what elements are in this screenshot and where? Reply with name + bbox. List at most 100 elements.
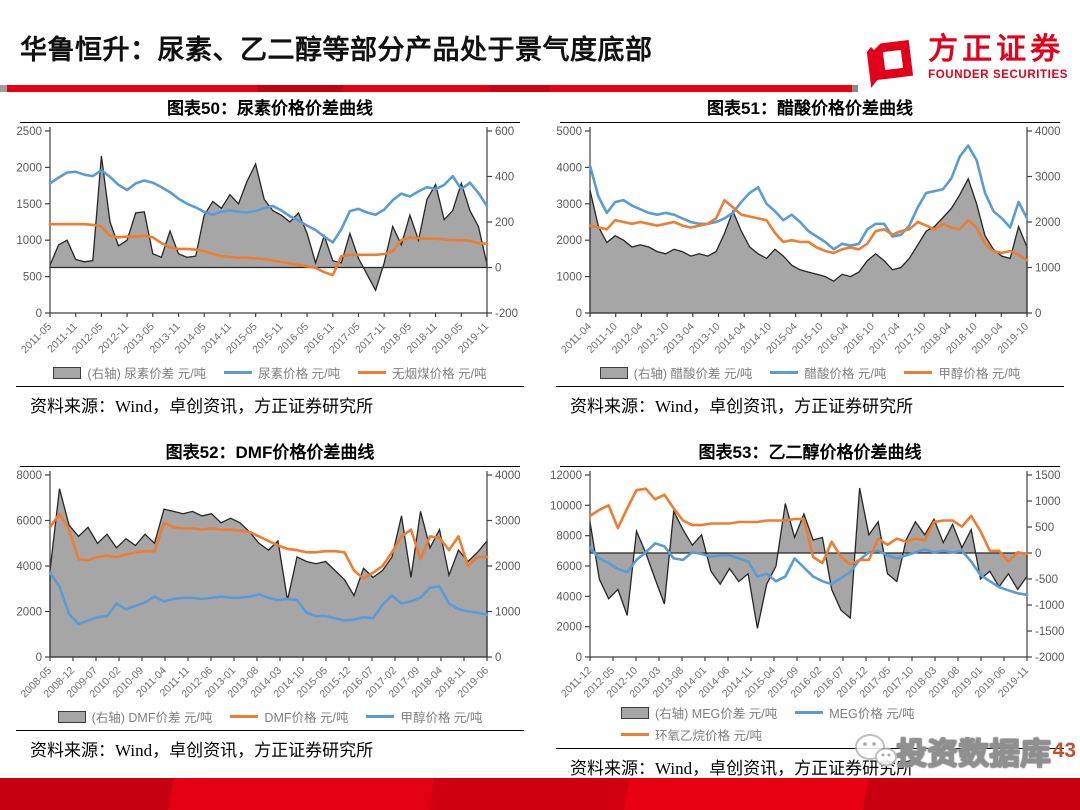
dmf-price-spread-chart: 80006000400020000400030002000100002008-0… (16, 470, 521, 700)
y-tick-label-right: 1000 (1035, 496, 1061, 508)
y-tick-label-right: 4000 (1035, 126, 1061, 138)
area-series (589, 177, 1028, 314)
y-tick-label-left: 6000 (556, 561, 582, 573)
wechat-icon (854, 734, 897, 767)
area-legend-marker (53, 366, 82, 379)
y-tick-label-right: 1000 (1035, 263, 1061, 275)
y-tick-label-left: 0 (576, 652, 582, 664)
legend-label: 无烟煤价格 元/吨 (392, 367, 487, 381)
area-legend-marker (57, 710, 86, 723)
title-rule (560, 466, 1060, 467)
line-series (48, 222, 489, 277)
page-title: 华鲁恒升：尿素、乙二醇等部分产品处于景气度底部 (20, 35, 653, 65)
y-tick-label-left: 5000 (556, 126, 582, 138)
line-series (588, 487, 1029, 566)
y-tick-label-right: 500 (1035, 522, 1054, 534)
area-legend-marker (621, 706, 649, 719)
y-tick-label-right: -1000 (1035, 600, 1064, 612)
legend-label: MEG价格 元/吨 (829, 707, 915, 721)
line-series (48, 512, 489, 580)
watermark: 投资数据库 43 (854, 733, 1078, 772)
y-tick-label-left: 4000 (16, 561, 42, 573)
chart-legend: (右轴) 尿素价差 元/吨 尿素价格 元/吨 无烟煤价格 元/吨 (0, 363, 540, 382)
chart-legend: (右轴) DMF价差 元/吨 DMF价格 元/吨 甲醇价格 元/吨 (0, 707, 540, 726)
y-tick-label-right: 400 (495, 172, 514, 184)
y-tick-label-left: 6000 (16, 516, 42, 528)
meg-price-spread-chart: 12000 10000 8000 6000 4000 2000 0 1500 1000 500 0 -… (550, 470, 1064, 700)
area-series (49, 155, 488, 292)
line-legend-marker (358, 371, 387, 374)
logo-mark-icon (866, 30, 914, 88)
y-tick-label-right: -2000 (1035, 652, 1064, 664)
line-legend-marker (224, 371, 253, 374)
legend-item: 甲醇价格 元/吨 (366, 707, 482, 726)
legend-rule (556, 386, 1064, 387)
line-series (48, 571, 489, 626)
legend-label: (右轴) MEG价差 元/吨 (655, 707, 778, 721)
legend-item: 甲醇价格 元/吨 (904, 363, 1020, 382)
y-tick-label-right: 1500 (1035, 470, 1061, 482)
legend-label: (右轴) 尿素价差 元/吨 (87, 367, 207, 381)
legend-item: (右轴) 尿素价差 元/吨 (53, 363, 206, 382)
legend-item: 尿素价格 元/吨 (224, 363, 340, 382)
legend-item: 环氧乙烷价格 元/吨 (621, 725, 762, 744)
legend-item: (右轴) DMF价差 元/吨 (57, 707, 213, 726)
legend-rule (16, 386, 524, 387)
area-series (589, 487, 1028, 629)
legend-label: (右轴) DMF价差 元/吨 (91, 711, 213, 725)
y-tick-label-left: 0 (576, 308, 582, 320)
y-tick-label-right: 3000 (495, 516, 521, 528)
source-note: 资料来源：Wind，卓创资讯，方正证券研究所 (30, 397, 374, 416)
y-tick-label-left: 1000 (16, 235, 42, 247)
area-legend-marker (599, 366, 628, 379)
y-tick-label-left: 500 (23, 272, 42, 284)
watermark-text: 投资数据库 (896, 737, 1052, 771)
title-rule (20, 122, 520, 123)
line-series (588, 144, 1029, 251)
y-tick-label-left: 2000 (556, 235, 582, 247)
legend-item: 无烟煤价格 元/吨 (358, 363, 487, 382)
y-tick-label-left: 0 (36, 308, 42, 320)
y-tick-label-right: 0 (1035, 548, 1041, 560)
y-tick-label-right: 0 (495, 263, 501, 275)
logo-name-cn: 方正证券 (928, 33, 1065, 66)
legend-rule (556, 748, 1064, 749)
legend-rule (16, 730, 524, 731)
y-tick-label-left: 10000 (550, 500, 582, 512)
y-tick-label-right: 2000 (495, 561, 521, 573)
footer-bar (0, 778, 1080, 810)
line-legend-marker (230, 715, 259, 718)
logo-name-en: FOUNDER SECURITIES (928, 68, 1068, 81)
chart-title: 图表52：DMF价格价差曲线 (165, 443, 375, 462)
y-tick-label-left: 4000 (556, 162, 582, 174)
y-tick-label-right: 200 (495, 217, 514, 229)
acetic-acid-price-spread-chart: 5000400030002000100004000300020001000020… (556, 126, 1061, 356)
legend-item: MEG价格 元/吨 (795, 703, 915, 722)
legend-label: DMF价格 元/吨 (264, 711, 349, 725)
y-tick-label-left: 4000 (556, 591, 582, 603)
chart-block-urea: 图表50：尿素价格价差曲线 2500 2000 1500 1000 500 0 600 400… (0, 96, 540, 417)
legend-label: 尿素价格 元/吨 (258, 367, 341, 381)
y-tick-label-left: 2500 (16, 126, 42, 138)
legend-item: (右轴) 醋酸价差 元/吨 (599, 363, 753, 382)
y-tick-label-left: 12000 (550, 470, 582, 482)
y-tick-label-right: 4000 (495, 470, 521, 482)
header-divider (0, 85, 858, 92)
source-note: 资料来源：Wind，卓创资讯，方正证券研究所 (30, 741, 374, 760)
chart-block-dmf: 图表52：DMF价格价差曲线 8000 6000 4000 2000 0 4000 3000… (0, 440, 540, 761)
line-series (48, 168, 489, 244)
legend-item: 醋酸价格 元/吨 (770, 363, 886, 382)
y-tick-label-left: 0 (36, 652, 42, 664)
y-tick-label-right: 0 (1035, 308, 1041, 320)
line-series (588, 542, 1029, 597)
y-tick-label-left: 2000 (16, 607, 42, 619)
y-tick-label-right: -500 (1035, 574, 1058, 586)
legend-label: (右轴) 醋酸价差 元/吨 (633, 367, 753, 381)
y-tick-label-left: 2000 (16, 162, 42, 174)
source-note: 资料来源：Wind，卓创资讯，方正证券研究所 (570, 759, 914, 778)
legend-label: 环氧乙烷价格 元/吨 (655, 729, 762, 743)
logo-text: 方正证券 FOUNDER SECURITIES (928, 34, 1068, 81)
y-tick-label-left: 8000 (556, 531, 582, 543)
urea-price-spread-chart: 250020001500100050006004002000-2002011-0… (16, 126, 518, 356)
